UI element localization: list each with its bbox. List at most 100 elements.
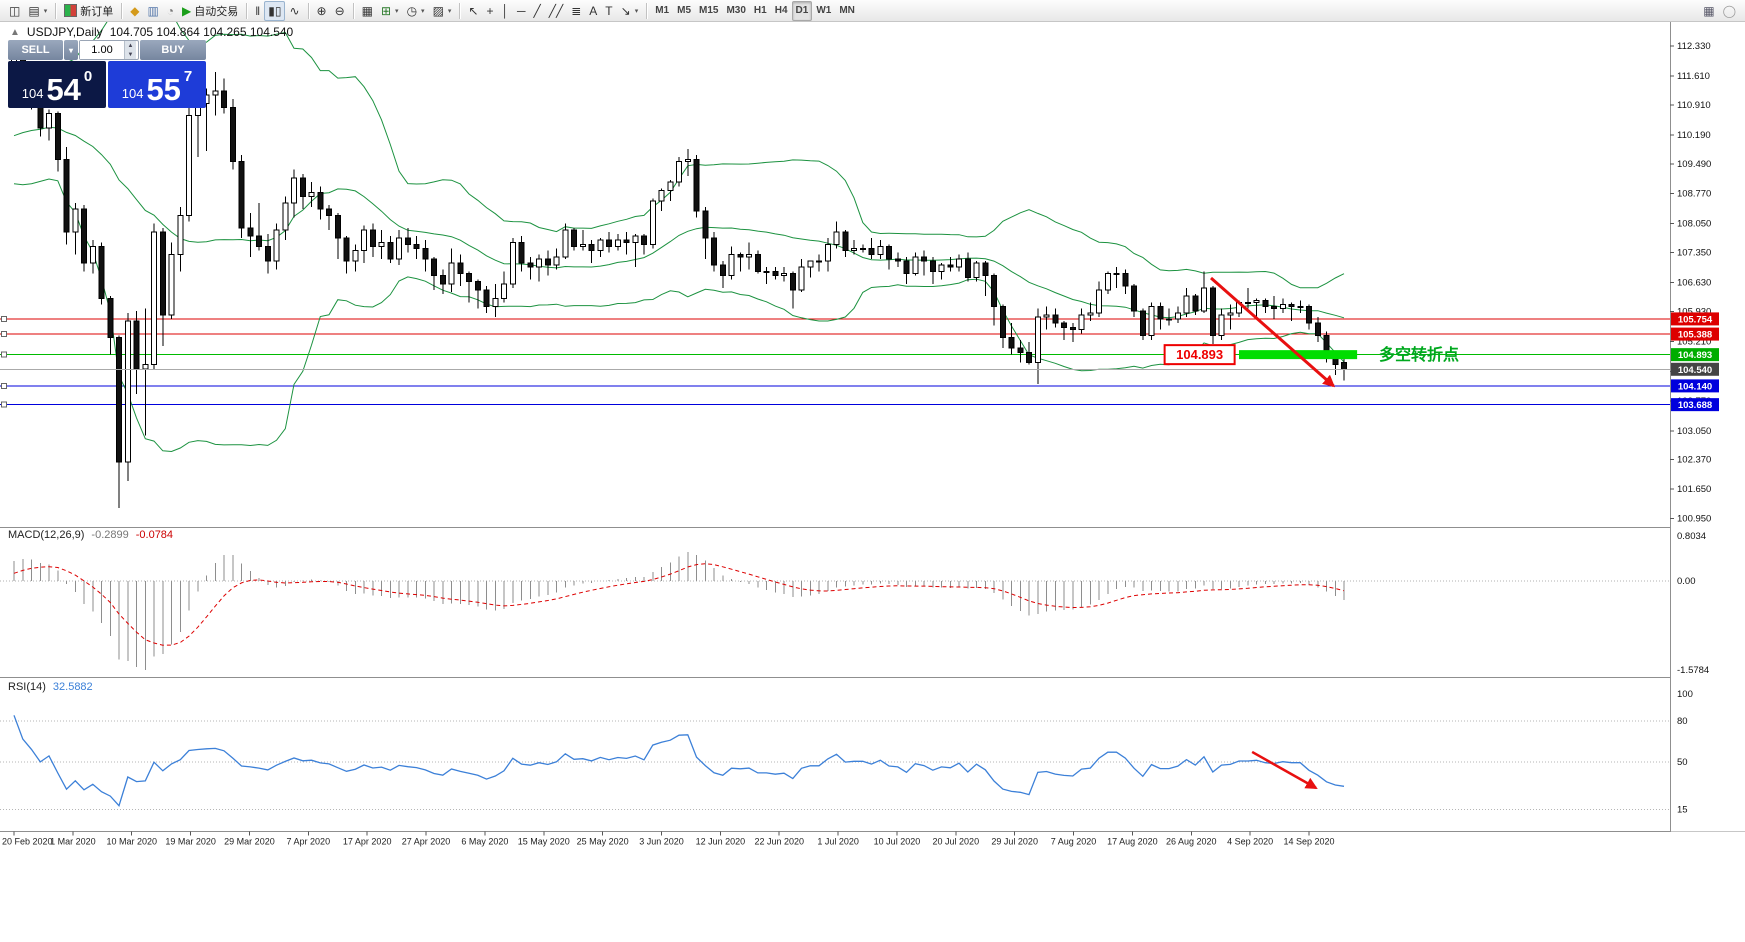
indicators-caret-icon: ▾ <box>395 7 399 15</box>
print-button[interactable]: ▥ <box>143 1 162 21</box>
cursor-icon: ↖ <box>468 3 479 18</box>
order-options-caret-icon[interactable]: ▾ <box>64 40 78 60</box>
sell-price-display[interactable]: 104 54 0 <box>8 61 106 108</box>
time-label: 19 Mar 2020 <box>165 837 216 847</box>
resistance-line-1-handle[interactable] <box>1 315 7 322</box>
zoom-out-button[interactable]: ⊖ <box>331 1 349 21</box>
price-tick-112.330: 112.330 <box>1677 41 1711 52</box>
price-tick-108.050: 108.050 <box>1677 219 1711 230</box>
timeframe-m30-button[interactable]: M30 <box>726 5 746 16</box>
fibonacci-button[interactable]: ≣ <box>567 1 585 21</box>
buy-button[interactable]: BUY <box>140 40 206 60</box>
time-label: 3 Jun 2020 <box>639 837 684 847</box>
support-line-2-handle[interactable] <box>1 401 7 408</box>
pivot-annotation-text[interactable]: 多空转折点 <box>1379 345 1459 364</box>
history-center-icon: ◔ <box>166 3 175 18</box>
sell-price-base: 104 <box>21 85 44 101</box>
crosshair-button[interactable]: + <box>482 1 497 21</box>
charts-grid-button[interactable]: ▦ <box>1699 1 1718 21</box>
profiles-button[interactable]: ▤ ▾ <box>24 1 51 21</box>
bollinger-bands <box>13 22 1345 453</box>
new-chart-button[interactable]: ◫ <box>5 1 24 21</box>
price-tick-111.610: 111.610 <box>1677 71 1710 82</box>
resistance-line-2-handle[interactable] <box>1 331 7 338</box>
macd-scale-zero: 0.00 <box>1677 576 1696 587</box>
indicators-button[interactable]: ⊞ ▾ <box>377 1 403 21</box>
bars-chart-icon: ǁ <box>255 3 261 18</box>
sell-button[interactable]: SELL <box>8 40 63 60</box>
text-label-button[interactable]: T <box>601 1 616 21</box>
autotrading-button[interactable]: ▶ 自动交易 <box>178 1 242 21</box>
price-tick-110.910: 110.910 <box>1677 100 1711 111</box>
pivot-price-label-box[interactable] <box>1163 344 1236 366</box>
timeframe-h1-button[interactable]: H1 <box>753 5 767 16</box>
time-label: 26 Aug 2020 <box>1166 837 1217 847</box>
profiles-icon: ▤ <box>28 3 40 18</box>
equidistant-channel-button[interactable]: ╱╱ <box>545 1 567 21</box>
svg-text:104.540: 104.540 <box>1678 365 1712 376</box>
svg-text:105.388: 105.388 <box>1678 330 1712 341</box>
bars-chart-button[interactable]: ǁ <box>251 1 264 21</box>
candles-layer <box>11 50 1347 508</box>
support-line-1-badge <box>1671 379 1719 393</box>
horizontal-line-button[interactable]: ─ <box>513 1 530 21</box>
downtrend-arrow[interactable] <box>1210 276 1336 388</box>
timeframe-mn-button[interactable]: MN <box>839 5 855 16</box>
templates-button[interactable]: ▨ ▾ <box>429 1 456 21</box>
timeframe-h4-button[interactable]: H4 <box>774 5 788 16</box>
text-button[interactable]: A <box>585 1 601 21</box>
cursor-button[interactable]: ↖ <box>464 1 482 21</box>
one-click-trading-panel: SELL ▾ ▲ ▼ BUY 104 54 0 104 <box>8 40 206 108</box>
candlestick-chart-button[interactable]: ▮▯ <box>264 0 286 21</box>
new-order-label: 新订单 <box>80 5 114 18</box>
arrows-button[interactable]: ↘ ▾ <box>617 1 643 21</box>
zoom-in-button[interactable]: ⊕ <box>313 1 331 21</box>
timeframe-m1-button[interactable]: M1 <box>655 5 670 16</box>
buy-price-display[interactable]: 104 55 7 <box>108 61 206 108</box>
new-chart-icon: ◫ <box>9 3 21 18</box>
history-center-button[interactable]: ◔ <box>163 1 178 21</box>
current-price-badge <box>1671 362 1719 376</box>
candlestick-chart-icon: ▮▯ <box>268 3 282 18</box>
lot-increase-button[interactable]: ▲ <box>124 41 136 50</box>
time-label: 15 May 2020 <box>518 837 570 847</box>
zoom-in-icon: ⊕ <box>316 3 327 18</box>
one-click-collapse-icon[interactable]: ▲ <box>10 26 20 38</box>
horizontal-line-icon: ─ <box>517 3 526 18</box>
vertical-line-button[interactable]: │ <box>498 1 514 21</box>
timeframe-w1-button[interactable]: W1 <box>816 5 832 16</box>
timeframe-m15-button[interactable]: M15 <box>699 5 719 16</box>
periods-icon: ◷ <box>406 3 418 18</box>
resistance-line-2-badge <box>1671 327 1719 341</box>
pivot-line-badge <box>1671 348 1719 362</box>
time-label: 10 Jul 2020 <box>874 837 921 847</box>
chart-canvas[interactable]: 104.893 多空转折点 112.330 111.610 110.910 110.190… <box>0 22 1745 942</box>
time-label: 7 Apr 2020 <box>287 837 331 847</box>
fibonacci-icon: ≣ <box>571 3 582 18</box>
trendline-button[interactable]: ╱ <box>530 1 545 21</box>
support-line-1-handle[interactable] <box>1 382 7 389</box>
bollinger-middle-line <box>13 126 1345 319</box>
buy-price-base: 104 <box>121 85 144 101</box>
lot-size-input[interactable] <box>80 41 124 59</box>
pivot-line-handle[interactable] <box>1 351 7 358</box>
rsi-downtrend-arrow[interactable] <box>1251 750 1318 790</box>
tile-windows-button[interactable]: ▦ <box>358 1 377 21</box>
metaeditor-button[interactable]: ◆ <box>126 1 143 21</box>
chart-window[interactable]: 104.893 多空转折点 112.330 111.610 110.910 110.190… <box>0 22 1745 942</box>
lot-decrease-button[interactable]: ▼ <box>124 50 136 59</box>
crosshair-icon: + <box>486 3 494 18</box>
periods-button[interactable]: ◷ ▾ <box>403 1 429 21</box>
new-order-button[interactable]: 新订单 <box>60 1 117 21</box>
price-scale[interactable]: 112.330 111.610 110.910 110.190 109.490 108.7… <box>1670 22 1745 832</box>
macd-name: MACD(12,26,9) <box>8 529 85 541</box>
connection-status-button[interactable]: ◯ <box>1719 1 1740 21</box>
line-chart-button[interactable]: ∿ <box>285 1 303 21</box>
price-object-lines <box>0 315 1670 408</box>
svg-text:103.688: 103.688 <box>1678 400 1712 411</box>
timeframe-m5-button[interactable]: M5 <box>677 5 692 16</box>
price-tick-109.490: 109.490 <box>1677 159 1711 170</box>
timeframe-d1-button[interactable]: D1 <box>791 0 813 21</box>
